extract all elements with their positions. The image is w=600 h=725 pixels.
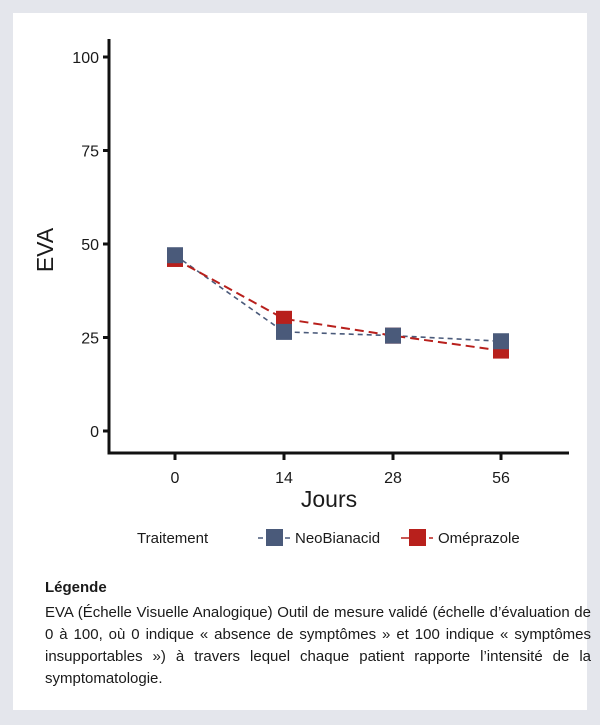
point-oméprazole-1: [276, 310, 292, 327]
point-neobianacid-3: [493, 333, 509, 350]
x-tick-label: 14: [275, 470, 293, 487]
caption-title: Légende: [45, 579, 107, 596]
y-tick-label: 100: [72, 50, 99, 67]
series-line-1: [174, 258, 502, 352]
y-tick-label: 75: [81, 144, 99, 161]
legend-label-0: NeoBianacid: [295, 530, 380, 547]
legend-swatch-0: [266, 529, 283, 546]
y-tick-label: 0: [90, 424, 99, 441]
x-tick-label: 0: [171, 470, 180, 487]
legend-title: Traitement: [137, 530, 209, 547]
caption-text: EVA (Échelle Visuelle Analogique) Outil …: [45, 604, 591, 687]
y-axis-title: EVA: [32, 227, 58, 272]
x-tick-label: 28: [384, 470, 402, 487]
figure-panel: 0 25 50 75 100 0 14 28 56 Jours EVA Traitement NeoB…: [13, 13, 591, 710]
legend-swatch-1: [409, 529, 426, 546]
chart-axes: 0 25 50 75 100 0 14 28 56 Jours EVA: [32, 39, 569, 512]
x-axis-title: Jours: [301, 486, 357, 512]
line-chart: 0 25 50 75 100 0 14 28 56 Jours EVA Traitement NeoB…: [32, 39, 569, 547]
point-neobianacid-1: [276, 323, 292, 340]
chart-legend: Traitement NeoBianacid Oméprazole: [137, 529, 520, 547]
series-line-0: [174, 254, 502, 343]
y-tick-label: 25: [81, 331, 99, 348]
point-neobianacid-2: [385, 327, 401, 344]
chart-series: [167, 247, 509, 359]
point-neobianacid-0: [167, 247, 183, 264]
x-tick-label: 56: [492, 470, 510, 487]
y-tick-label: 50: [81, 237, 99, 254]
legend-label-1: Oméprazole: [438, 530, 520, 547]
